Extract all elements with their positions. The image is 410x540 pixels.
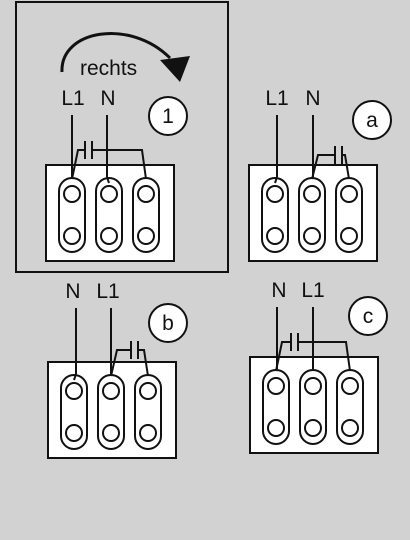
panel-1-frame (15, 1, 229, 273)
terminal-screw-top (102, 382, 120, 400)
rotation-arrow (60, 31, 172, 73)
capacitor-wire (298, 341, 351, 372)
terminal-screw-bottom (303, 227, 321, 245)
panel-badge (352, 100, 392, 140)
rotation-label: rechts (80, 57, 137, 80)
terminal-screw-top (65, 382, 83, 400)
supply-label-n: N (100, 87, 115, 110)
capacitor-wire (110, 349, 131, 377)
terminal-screw-top (266, 185, 284, 203)
panel-badge-label: c (363, 305, 374, 328)
terminal-screw-top (139, 382, 157, 400)
terminal-screw-top (137, 185, 155, 203)
supply-label-n: N (65, 280, 80, 303)
terminal-screw-bottom (266, 227, 284, 245)
supply-wire-end (106, 176, 110, 184)
capacitor-wire (311, 154, 335, 180)
terminal-screw-bottom (267, 419, 285, 437)
terminal-screw-top (304, 377, 322, 395)
panel-1: 1 L1 N (45, 87, 188, 262)
terminal-screw-bottom (139, 424, 157, 442)
rotation-arrowhead-icon (160, 56, 190, 82)
panel-b: b N L1 (47, 280, 188, 459)
capacitor-wire (342, 154, 350, 180)
panel-c: c N L1 (249, 279, 388, 454)
terminal-screw-top (100, 185, 118, 203)
terminal-screw-top (63, 185, 81, 203)
supply-label-n: N (305, 87, 320, 110)
panel-a: a L1 N (248, 87, 392, 262)
supply-label-l1: L1 (61, 87, 84, 110)
capacitor-wire (92, 149, 147, 180)
terminal-screw-bottom (63, 227, 81, 245)
capacitor-wire (275, 341, 291, 372)
panel-badge-label: b (162, 312, 174, 335)
terminal-screw-top (303, 185, 321, 203)
capacitor-wire (71, 149, 85, 180)
terminal-screw-bottom (65, 424, 83, 442)
supply-label-n: N (271, 279, 286, 302)
terminal-screw-top (340, 185, 358, 203)
terminal-screw-bottom (137, 227, 155, 245)
panel-badge (148, 303, 188, 343)
panel-badge-label: a (366, 109, 378, 132)
terminal-screw-bottom (100, 227, 118, 245)
panel-badge-label: 1 (162, 105, 174, 128)
supply-wire-end (274, 176, 278, 184)
capacitor-wire (138, 349, 149, 377)
supply-label-l1: L1 (96, 280, 119, 303)
terminal-screw-top (267, 377, 285, 395)
terminal-screw-bottom (340, 227, 358, 245)
panel-badge (348, 296, 388, 336)
terminal-screw-bottom (341, 419, 359, 437)
panel-badge (148, 96, 188, 136)
supply-wire-end (73, 373, 77, 381)
terminal-screw-bottom (102, 424, 120, 442)
supply-label-l1: L1 (265, 87, 288, 110)
supply-label-l1: L1 (301, 279, 324, 302)
terminal-screw-bottom (304, 419, 322, 437)
terminal-screw-top (341, 377, 359, 395)
